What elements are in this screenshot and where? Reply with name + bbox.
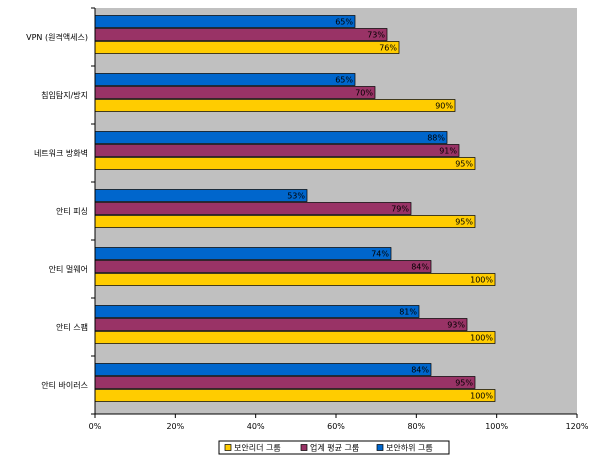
category-label: 안티 바이러스 (41, 380, 88, 390)
data-label: 74% (371, 250, 389, 259)
legend-swatch (224, 444, 232, 451)
data-label: 76% (379, 44, 397, 53)
x-tick-label: 20% (166, 422, 184, 431)
bar (94, 215, 476, 228)
bar (94, 28, 388, 41)
data-label: 79% (391, 205, 409, 214)
bar (94, 273, 496, 286)
data-label: 95% (455, 160, 473, 169)
x-tick-label: 100% (485, 422, 508, 431)
data-label: 65% (335, 18, 353, 27)
data-label: 93% (447, 321, 465, 330)
bar (94, 86, 376, 99)
data-label: 53% (287, 192, 305, 201)
legend-box (218, 440, 450, 455)
bar (94, 331, 496, 344)
category-label: VPN (원격액세스) (26, 32, 88, 42)
axes: 0% 20% 40% 60% 80% 100% 120% (89, 7, 589, 431)
data-labels: 65%73%76%65%70%90%88%91%95%53%79%95%74%8… (287, 18, 493, 401)
data-label: 88% (427, 134, 445, 143)
bar (94, 260, 432, 273)
legend-label: 보안하위 그룹 (386, 443, 433, 453)
category-label: 침입탐지/방지 (41, 90, 88, 100)
x-tick-label: 40% (247, 422, 265, 431)
bar (94, 247, 392, 260)
data-label: 91% (439, 147, 457, 156)
category-label: 안티 피싱 (56, 206, 88, 216)
data-label: 70% (355, 89, 373, 98)
category-label: 안티 멀웨어 (49, 264, 88, 274)
data-label: 84% (411, 366, 429, 375)
x-tick-label: 120% (566, 422, 589, 431)
bar (94, 99, 456, 112)
x-tick-label: 80% (407, 422, 425, 431)
bar (94, 305, 420, 318)
bar (94, 73, 356, 86)
x-tick-label: 0% (89, 422, 102, 431)
bar (94, 131, 448, 144)
x-tick-label: 60% (327, 422, 345, 431)
legend-label: 업계 평균 그룹 (310, 443, 359, 453)
data-label: 73% (367, 31, 385, 40)
data-label: 95% (455, 379, 473, 388)
bar (94, 202, 412, 215)
data-label: 95% (455, 218, 473, 227)
bar (94, 189, 308, 202)
bar (94, 41, 400, 54)
bar (94, 389, 496, 402)
bar (94, 157, 476, 170)
data-label: 100% (470, 276, 493, 285)
data-label: 100% (470, 392, 493, 401)
data-label: 65% (335, 76, 353, 85)
legend-label: 보안리더 그룹 (234, 443, 281, 453)
legend: 보안리더 그룹 업계 평균 그룹 보안하위 그룹 (218, 440, 450, 455)
category-label: 안티 스팸 (56, 322, 88, 332)
data-label: 84% (411, 263, 429, 272)
bar (94, 15, 356, 28)
legend-swatch (376, 444, 384, 451)
bar (94, 318, 468, 331)
data-label: 90% (435, 102, 453, 111)
legend-swatch (300, 444, 308, 451)
bar (94, 376, 476, 389)
data-label: 100% (470, 334, 493, 343)
bar (94, 363, 432, 376)
category-label: 네트워크 방화벽 (34, 148, 88, 158)
bar (94, 144, 460, 157)
data-label: 81% (399, 308, 417, 317)
